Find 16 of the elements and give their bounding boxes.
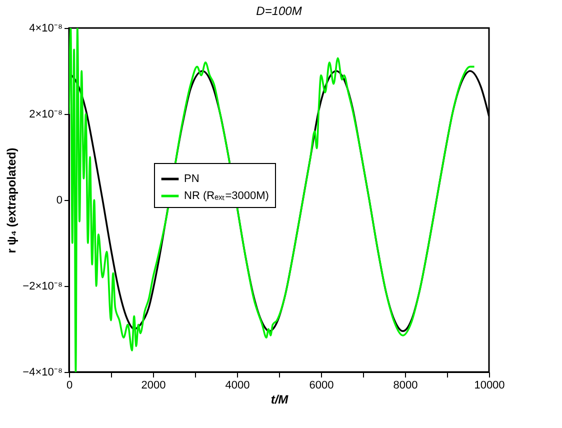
- x-tick-label: 0: [66, 380, 73, 392]
- y-axis-title: r ψ₄ (extrapolated): [4, 148, 19, 254]
- x-tick-label: 8000: [393, 380, 418, 392]
- x-tick-label: 6000: [309, 380, 334, 392]
- y-tick-label: 0: [56, 194, 62, 206]
- x-tick-label: 2000: [141, 380, 166, 392]
- y-tick-label: −2×10⁻⁸: [22, 280, 62, 292]
- legend-label: NR (Rₑₓₜ=3000M): [184, 190, 269, 202]
- y-tick-label: 4×10⁻⁸: [29, 22, 62, 34]
- x-tick-label: 4000: [225, 380, 250, 392]
- x-axis-title: t/M: [270, 392, 290, 406]
- y-tick-label: 2×10⁻⁸: [29, 108, 62, 120]
- legend-label: PN: [184, 173, 200, 185]
- y-tick-label: −4×10⁻⁸: [22, 366, 62, 378]
- chart-title: D=100M: [256, 4, 302, 18]
- x-tick-label: 10000: [474, 380, 505, 392]
